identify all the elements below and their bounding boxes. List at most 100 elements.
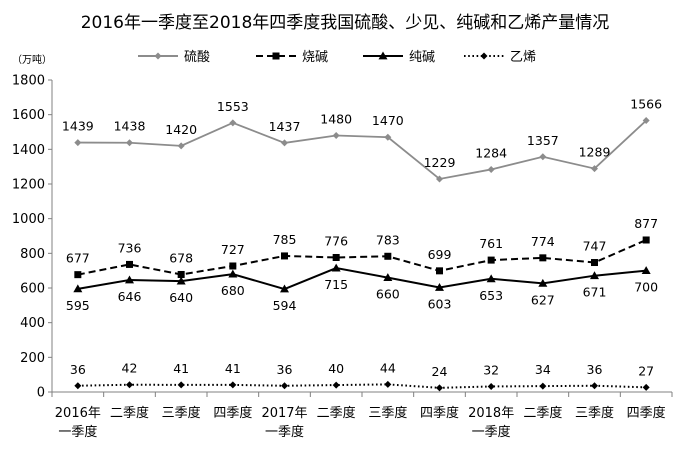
data-point bbox=[436, 175, 443, 183]
data-label: 1553 bbox=[217, 99, 249, 114]
data-label: 1284 bbox=[475, 145, 507, 160]
y-tick-label: 400 bbox=[20, 316, 45, 331]
data-label: 36 bbox=[70, 362, 86, 377]
y-tick-label: 1200 bbox=[12, 178, 45, 193]
data-label: 1289 bbox=[579, 145, 611, 160]
data-label: 653 bbox=[479, 288, 503, 303]
data-point bbox=[74, 271, 82, 279]
legend-label: 烧碱 bbox=[302, 50, 328, 65]
y-axis: 0 200 400 600 800 1000 1200 1400 1600 1800 bbox=[12, 74, 53, 401]
data-point bbox=[73, 284, 83, 293]
y-tick-label: 800 bbox=[20, 247, 45, 262]
data-label: 761 bbox=[479, 236, 503, 251]
series-line bbox=[77, 239, 647, 276]
x-tick-label: 一季度 bbox=[58, 424, 97, 440]
data-label: 603 bbox=[428, 296, 452, 311]
data-point bbox=[591, 165, 598, 173]
data-label: 640 bbox=[169, 290, 193, 305]
data-point bbox=[384, 380, 392, 388]
data-label: 34 bbox=[535, 362, 551, 377]
data-label: 1357 bbox=[527, 133, 559, 148]
series-2: 677 736 678 727 785 776 783 699 761 774 747 877 bbox=[66, 216, 658, 279]
data-point bbox=[229, 381, 237, 389]
data-point bbox=[590, 271, 599, 280]
x-tick-label: 四季度 bbox=[420, 405, 459, 421]
data-label: 774 bbox=[531, 234, 555, 249]
data-point bbox=[539, 254, 547, 262]
x-tick-label: 二季度 bbox=[110, 405, 149, 421]
data-point bbox=[332, 131, 340, 139]
series-line bbox=[77, 267, 647, 291]
data-point bbox=[487, 165, 495, 173]
data-point bbox=[126, 381, 133, 389]
data-point bbox=[591, 259, 598, 267]
data-point bbox=[177, 381, 185, 389]
legend-label: 纯碱 bbox=[409, 50, 435, 65]
y-tick-label: 1000 bbox=[12, 212, 45, 227]
data-label: 677 bbox=[66, 251, 90, 266]
data-point bbox=[436, 384, 443, 392]
data-label: 660 bbox=[376, 287, 400, 302]
series-line bbox=[77, 383, 647, 389]
data-point bbox=[281, 252, 288, 260]
data-point bbox=[228, 269, 238, 278]
x-tick-label: 四季度 bbox=[213, 405, 252, 421]
plot-area: 1439 1438 1420 1553 1437 1480 1470 1229 1284 1357… bbox=[62, 97, 662, 392]
data-point bbox=[126, 139, 133, 147]
x-tick-label: 一季度 bbox=[265, 424, 304, 440]
data-point bbox=[487, 256, 495, 264]
data-point bbox=[436, 267, 443, 275]
data-label: 736 bbox=[118, 240, 142, 255]
data-label: 1480 bbox=[320, 111, 352, 126]
data-label: 671 bbox=[583, 285, 607, 300]
data-point bbox=[332, 381, 340, 389]
data-label: 715 bbox=[324, 277, 348, 292]
data-point bbox=[642, 236, 650, 244]
x-tick-label: 四季度 bbox=[627, 405, 666, 421]
data-point bbox=[384, 252, 392, 260]
y-tick-label: 0 bbox=[37, 386, 45, 401]
legend-marker bbox=[378, 51, 388, 60]
data-point bbox=[177, 270, 185, 278]
legend-item: 烧碱 bbox=[256, 50, 328, 65]
data-label: 1470 bbox=[372, 113, 404, 128]
data-point bbox=[539, 382, 547, 390]
data-label: 776 bbox=[324, 233, 348, 248]
chart-title: 2016年一季度至2018年四季度我国硫酸、少见、纯碱和乙烯产量情况 bbox=[81, 13, 610, 33]
legend-item: 硫酸 bbox=[138, 50, 210, 65]
data-point bbox=[177, 142, 185, 150]
y-unit-label: （万吨） bbox=[12, 53, 52, 66]
data-label: 44 bbox=[380, 360, 396, 375]
data-point bbox=[126, 260, 133, 268]
x-tick-label: 二季度 bbox=[317, 405, 356, 421]
data-label: 41 bbox=[225, 361, 241, 376]
legend-item: 纯碱 bbox=[363, 50, 435, 65]
series-4: 36 42 41 41 36 40 44 24 32 34 36 27 bbox=[70, 360, 654, 392]
data-label: 747 bbox=[583, 239, 607, 254]
data-point bbox=[176, 276, 186, 285]
y-tick-label: 600 bbox=[20, 282, 45, 297]
data-point bbox=[281, 382, 288, 390]
data-point bbox=[642, 117, 650, 125]
x-tick-label: 三季度 bbox=[368, 405, 407, 421]
y-tick-label: 1800 bbox=[12, 74, 45, 89]
data-point bbox=[74, 139, 82, 147]
data-point bbox=[74, 382, 82, 390]
data-label: 783 bbox=[376, 232, 400, 247]
x-tick-label: 一季度 bbox=[472, 424, 511, 440]
data-point bbox=[486, 274, 496, 283]
data-point bbox=[538, 278, 548, 287]
data-label: 646 bbox=[118, 289, 142, 304]
x-tick-label: 三季度 bbox=[575, 405, 614, 421]
series-line bbox=[77, 119, 647, 180]
data-label: 785 bbox=[273, 232, 297, 247]
x-tick-label: 二季度 bbox=[523, 405, 562, 421]
data-label: 700 bbox=[634, 280, 658, 295]
legend-marker bbox=[480, 52, 488, 60]
data-label: 32 bbox=[483, 362, 499, 377]
data-label: 699 bbox=[428, 247, 452, 262]
data-point bbox=[539, 153, 547, 161]
data-label: 27 bbox=[638, 363, 654, 378]
